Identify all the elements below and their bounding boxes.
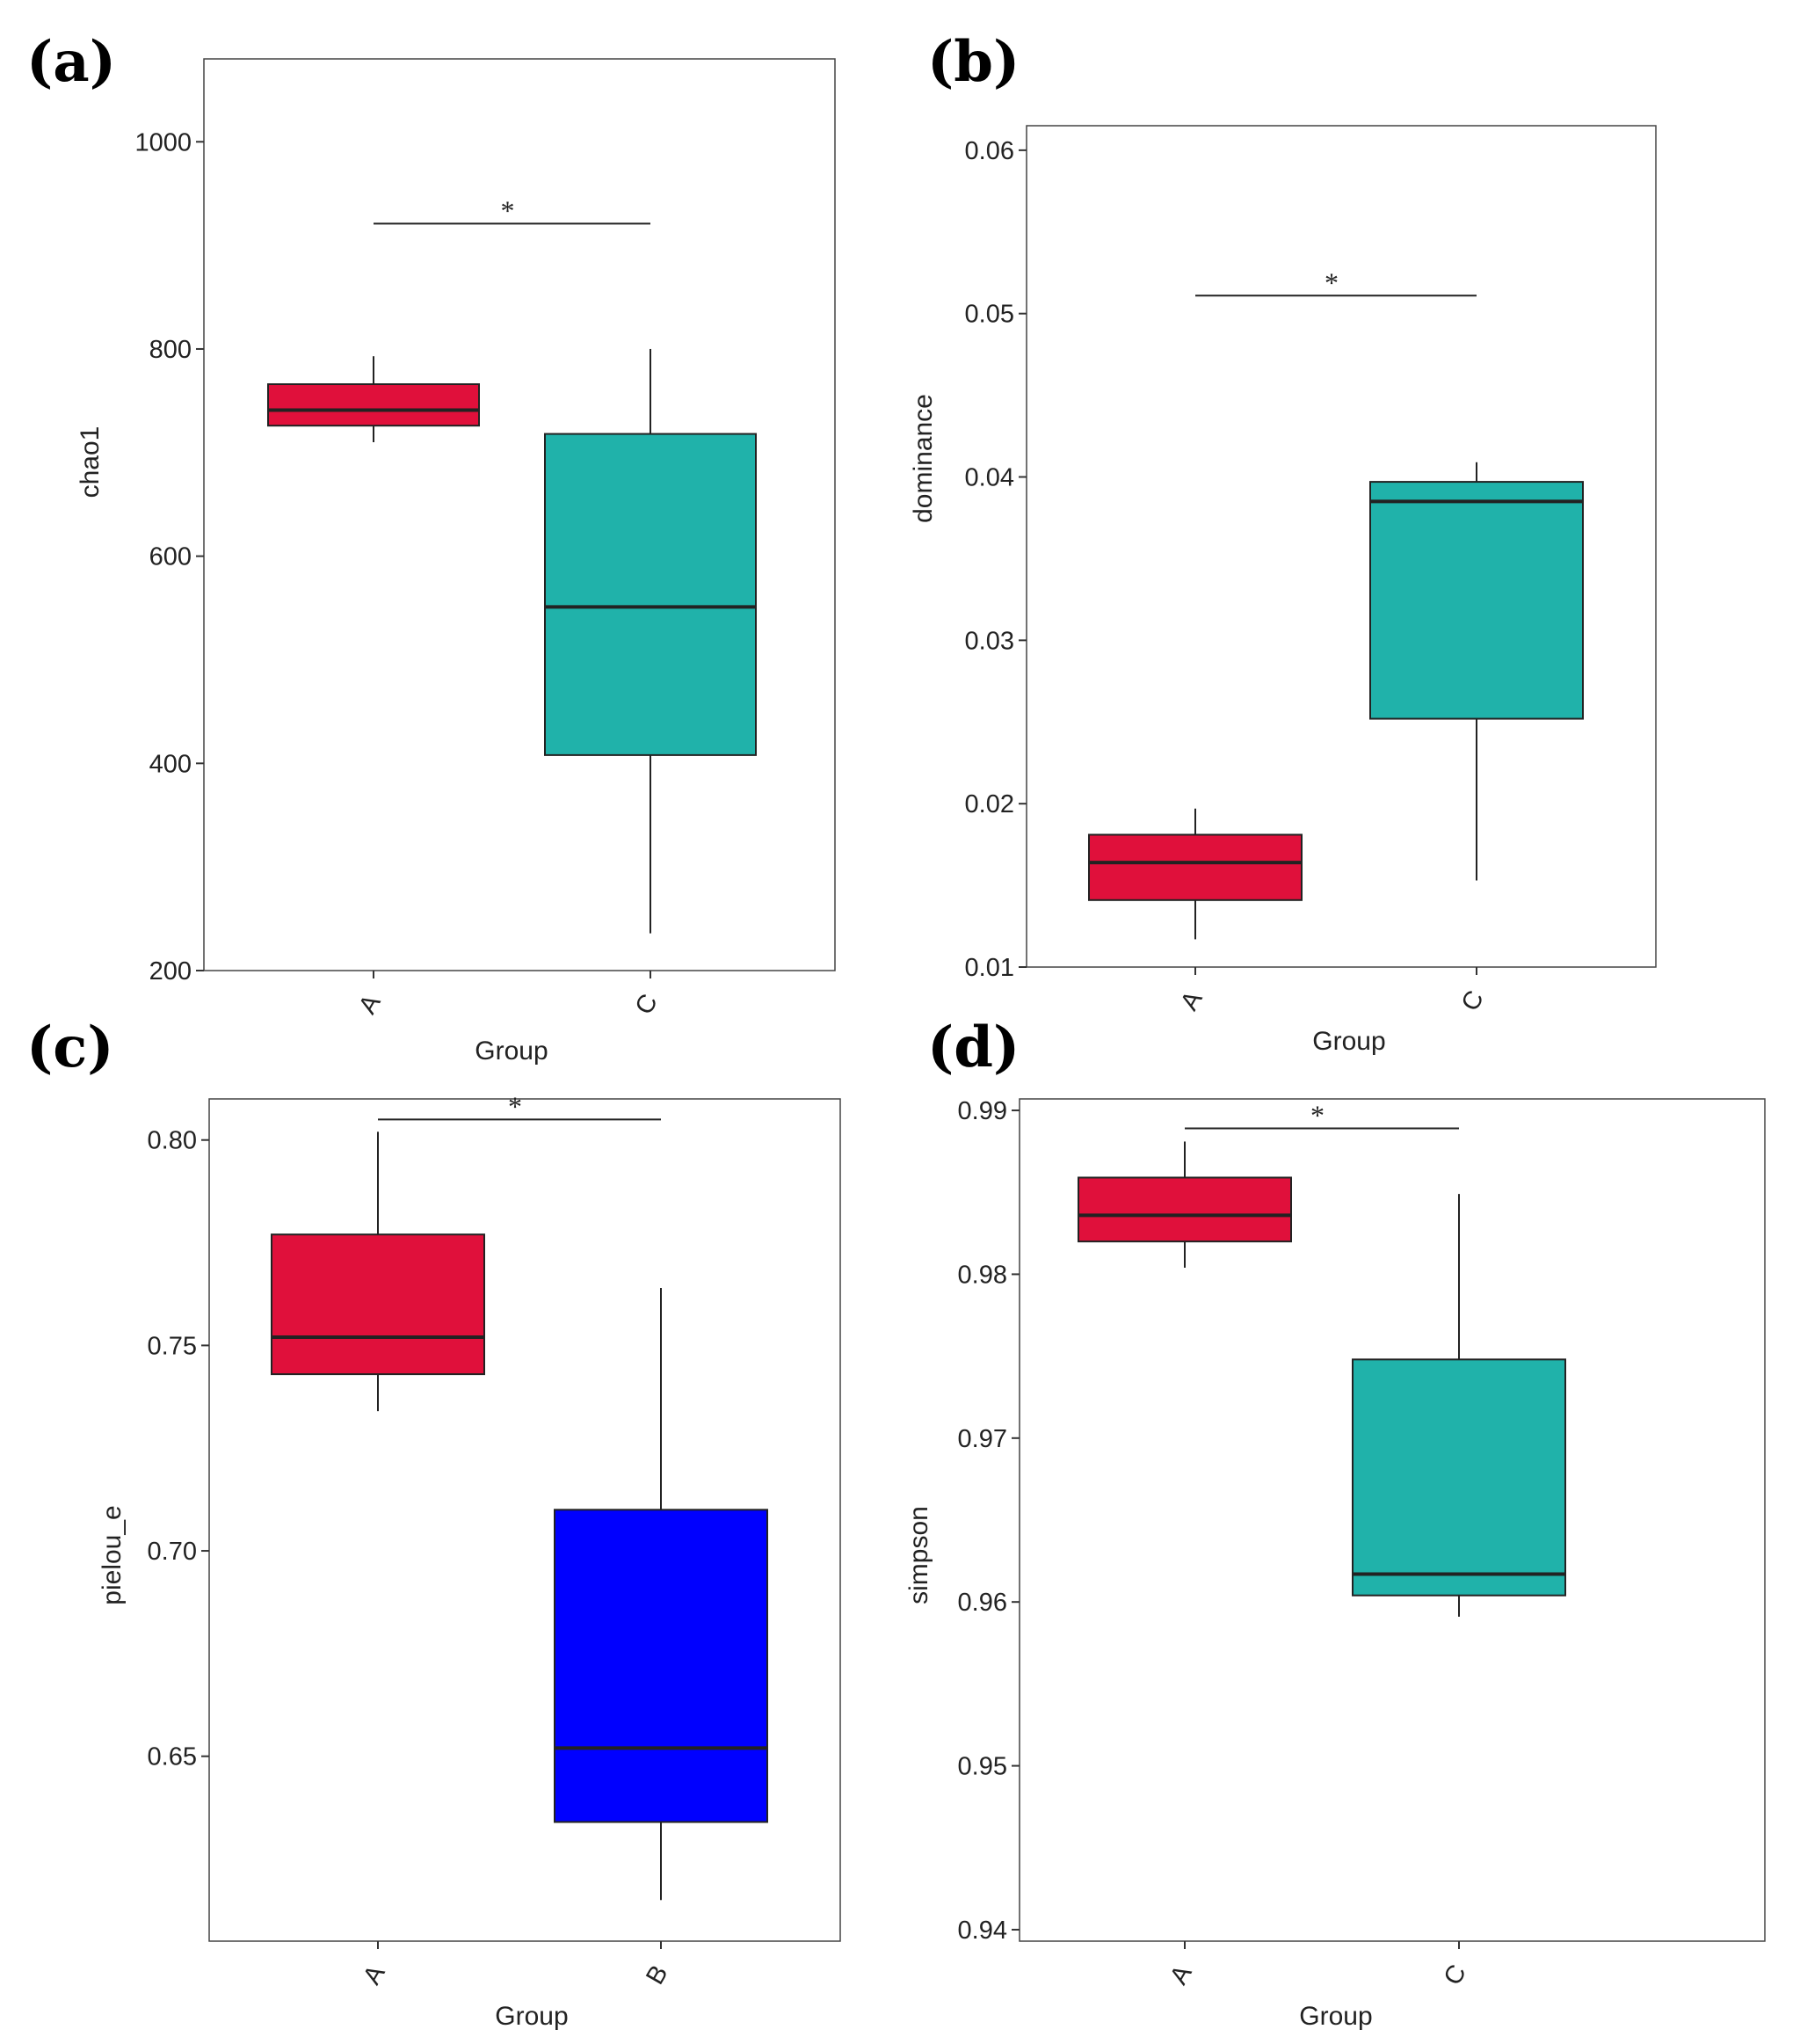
y-tick-label: 0.96 bbox=[958, 1589, 1007, 1617]
x-axis-title: Group bbox=[495, 2002, 568, 2031]
y-axis-title: chao1 bbox=[76, 426, 105, 498]
x-tick-label: C bbox=[630, 989, 664, 1019]
y-tick-label: 0.04 bbox=[965, 464, 1014, 492]
x-tick-label: C bbox=[1439, 1960, 1472, 1989]
significance-label: * bbox=[1310, 1100, 1325, 1131]
x-tick-label: A bbox=[358, 1960, 391, 1989]
y-tick-label: 0.65 bbox=[148, 1743, 197, 1771]
y-tick-label: 0.06 bbox=[965, 137, 1014, 165]
box-body bbox=[544, 433, 757, 756]
box-A bbox=[267, 356, 480, 443]
panel-a: (a) 200 400 600 800 1000 A C * Group chao1 bbox=[26, 29, 836, 1066]
box-A bbox=[271, 1131, 485, 1412]
box-body bbox=[267, 383, 480, 427]
y-tick-label: 0.98 bbox=[958, 1261, 1007, 1289]
y-tick-label: 0.05 bbox=[965, 301, 1014, 329]
box-body bbox=[1078, 1176, 1292, 1243]
plot-frame bbox=[1019, 1098, 1766, 1942]
box-C bbox=[1352, 1194, 1566, 1617]
x-tick-label: B bbox=[641, 1960, 673, 1989]
y-axis-title: simpson bbox=[904, 1506, 933, 1604]
y-tick-label: 0.70 bbox=[148, 1538, 197, 1566]
significance-label: * bbox=[508, 1090, 522, 1122]
plot-frame bbox=[203, 58, 836, 971]
y-tick-label: 600 bbox=[149, 543, 192, 571]
y-tick-label: 0.02 bbox=[965, 790, 1014, 818]
box-body bbox=[1088, 833, 1303, 901]
x-tick-label: C bbox=[1456, 986, 1490, 1015]
box-C bbox=[544, 348, 757, 934]
panel-b: (b) 0.01 0.02 0.03 0.04 0.05 0.06 A C * Group domin… bbox=[909, 29, 1657, 1056]
y-tick-label: 0.80 bbox=[148, 1127, 197, 1155]
box-body bbox=[271, 1233, 485, 1376]
box-body bbox=[1369, 481, 1584, 720]
x-axis-title: Group bbox=[1299, 2002, 1372, 2031]
y-tick-label: 0.01 bbox=[965, 954, 1014, 982]
plot-frame bbox=[1026, 125, 1657, 968]
x-tick-label: A bbox=[1175, 986, 1208, 1015]
box-body bbox=[1352, 1358, 1566, 1597]
x-axis-title: Group bbox=[1312, 1027, 1385, 1056]
panel-label: (a) bbox=[26, 29, 116, 95]
box-A bbox=[1088, 808, 1303, 940]
y-tick-label: 0.99 bbox=[958, 1097, 1007, 1125]
x-tick-label: A bbox=[1165, 1960, 1198, 1989]
panel-label: (d) bbox=[927, 1015, 1020, 1080]
significance-label: * bbox=[501, 194, 515, 226]
x-axis-title: Group bbox=[475, 1037, 548, 1066]
y-tick-label: 800 bbox=[149, 336, 192, 364]
box-B bbox=[554, 1287, 768, 1901]
panel-d: (d) 0.94 0.95 0.96 0.97 0.98 0.99 A C * Group simps… bbox=[904, 1015, 1766, 2031]
panel-label: (c) bbox=[26, 1015, 114, 1080]
x-tick-label: A bbox=[353, 990, 387, 1019]
y-tick-label: 0.03 bbox=[965, 627, 1014, 655]
box-A bbox=[1078, 1141, 1292, 1268]
box-body bbox=[554, 1509, 768, 1823]
y-tick-label: 0.75 bbox=[148, 1332, 197, 1360]
y-tick-label: 0.94 bbox=[958, 1917, 1007, 1945]
y-axis-title: dominance bbox=[909, 394, 938, 523]
y-tick-label: 1000 bbox=[134, 128, 192, 156]
plot-frame bbox=[208, 1098, 841, 1942]
significance-label: * bbox=[1325, 266, 1339, 298]
panel-label: (b) bbox=[927, 29, 1020, 95]
y-axis-title: pielou_e bbox=[98, 1505, 127, 1604]
box-C bbox=[1369, 462, 1584, 881]
y-tick-label: 0.97 bbox=[958, 1425, 1007, 1453]
y-tick-label: 400 bbox=[149, 750, 192, 778]
y-tick-label: 0.95 bbox=[958, 1753, 1007, 1781]
panel-c: (c) 0.65 0.70 0.75 0.80 A B * Group pielou_e bbox=[26, 1015, 841, 2031]
y-tick-label: 200 bbox=[149, 957, 192, 986]
